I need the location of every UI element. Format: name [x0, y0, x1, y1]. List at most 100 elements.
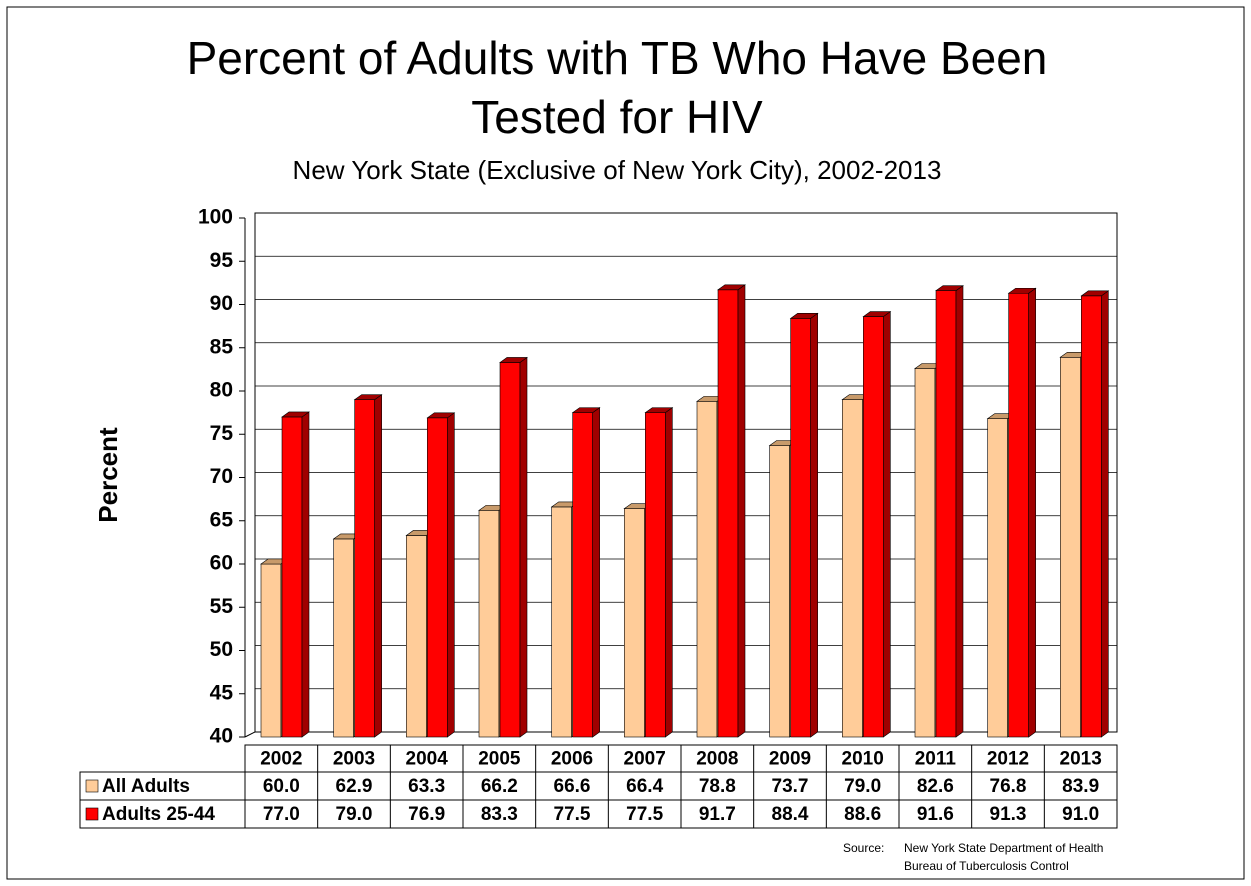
- bar-side: [447, 412, 455, 738]
- bar-top: [1007, 287, 1037, 294]
- bar: [644, 407, 674, 738]
- legend-label: Adults 25-44: [102, 804, 215, 825]
- bar-side: [1028, 287, 1036, 738]
- bar-front: [842, 399, 863, 738]
- source-line: New York State Department of Health: [904, 841, 1103, 855]
- data-label: 83.9: [1062, 776, 1099, 797]
- bar-top: [717, 284, 746, 291]
- data-label: 66.6: [554, 776, 591, 797]
- data-label: 66.2: [481, 776, 518, 797]
- bar: [935, 285, 964, 738]
- bar-front: [769, 445, 790, 738]
- data-label: 62.9: [336, 776, 373, 797]
- x-tick-label: 2002: [260, 749, 302, 770]
- bar-side: [592, 407, 600, 738]
- bar-top: [789, 313, 819, 319]
- bar-side: [810, 312, 818, 738]
- bar-side: [519, 356, 528, 738]
- data-label: 88.6: [844, 804, 881, 825]
- bar-front: [406, 535, 427, 738]
- bar-front: [863, 316, 884, 738]
- source-line: Bureau of Tuberculosis Control: [904, 859, 1069, 873]
- bar-front: [354, 399, 375, 738]
- bar: [1007, 287, 1037, 738]
- bar-front: [696, 401, 718, 738]
- y-tick-label: 95: [210, 249, 234, 272]
- bar-top: [644, 407, 674, 413]
- bar: [789, 312, 819, 738]
- legend-swatch: [85, 779, 99, 793]
- bar-top: [1080, 290, 1110, 297]
- data-label: 66.4: [626, 776, 663, 797]
- data-label: 91.0: [1062, 804, 1099, 825]
- bar-side: [301, 411, 310, 738]
- bar: [717, 284, 746, 738]
- bar: [499, 356, 528, 738]
- bar-side: [883, 311, 891, 738]
- y-tick-label: 100: [198, 206, 233, 229]
- floor-edge: [244, 731, 256, 738]
- x-tick-label: 2009: [769, 749, 811, 770]
- bar-front: [1081, 295, 1102, 738]
- bar-front: [645, 412, 666, 738]
- bar: [281, 411, 310, 738]
- bar-front: [790, 318, 811, 738]
- legend-label: All Adults: [102, 776, 190, 797]
- data-label: 76.8: [990, 776, 1027, 797]
- data-label: 60.0: [263, 776, 300, 797]
- y-tick-label: 70: [210, 465, 233, 488]
- bar-front: [478, 510, 500, 738]
- y-tick-label: 60: [210, 552, 233, 575]
- data-label: 82.6: [917, 776, 954, 797]
- bar-side: [374, 394, 382, 738]
- x-tick-label: 2006: [551, 749, 593, 770]
- bar: [353, 394, 383, 738]
- bar-front: [551, 506, 572, 738]
- bar-top: [281, 411, 310, 418]
- bar-front: [987, 418, 1008, 738]
- x-tick-label: 2004: [406, 749, 449, 770]
- bar-side: [737, 284, 746, 738]
- data-label: 91.3: [990, 804, 1027, 825]
- bar-top: [426, 412, 456, 419]
- bar: [571, 407, 601, 738]
- bar: [862, 311, 892, 738]
- chart-title: Tested for HIV: [471, 91, 763, 143]
- bar-front: [624, 508, 645, 738]
- x-tick-label: 2007: [624, 749, 666, 770]
- bar-front: [499, 362, 521, 738]
- chart-title: Percent of Adults with TB Who Have Been: [187, 32, 1048, 84]
- bar-front: [281, 416, 303, 738]
- x-tick-label: 2013: [1060, 749, 1102, 770]
- x-tick-label: 2010: [842, 749, 884, 770]
- data-label: 79.0: [336, 804, 373, 825]
- bar-front: [914, 368, 936, 738]
- x-tick-label: 2008: [696, 749, 738, 770]
- bar-front: [333, 538, 354, 738]
- bar-side: [1101, 290, 1109, 738]
- x-tick-label: 2011: [915, 749, 957, 770]
- y-tick-label: 85: [210, 335, 234, 358]
- data-label: 91.7: [699, 804, 736, 825]
- y-tick-label: 65: [210, 508, 234, 531]
- source-label: Source:: [843, 841, 884, 855]
- bar-front: [1008, 292, 1029, 738]
- bar-front: [1060, 356, 1081, 738]
- x-tick-label: 2003: [333, 749, 375, 770]
- data-label: 73.7: [772, 776, 809, 797]
- bar-top: [353, 394, 383, 400]
- bar-top: [571, 407, 601, 413]
- data-label: 76.9: [408, 804, 445, 825]
- y-axis-label: Percent: [93, 427, 123, 523]
- legend-swatch: [85, 807, 99, 821]
- bar-front: [572, 412, 593, 738]
- x-tick-label: 2005: [478, 749, 521, 770]
- bar-top: [862, 311, 892, 317]
- data-label: 79.0: [844, 776, 881, 797]
- bar-side: [955, 285, 964, 738]
- data-label: 91.6: [917, 804, 954, 825]
- bar-side: [665, 407, 673, 738]
- data-label: 88.4: [772, 804, 809, 825]
- y-tick-label: 55: [210, 595, 234, 618]
